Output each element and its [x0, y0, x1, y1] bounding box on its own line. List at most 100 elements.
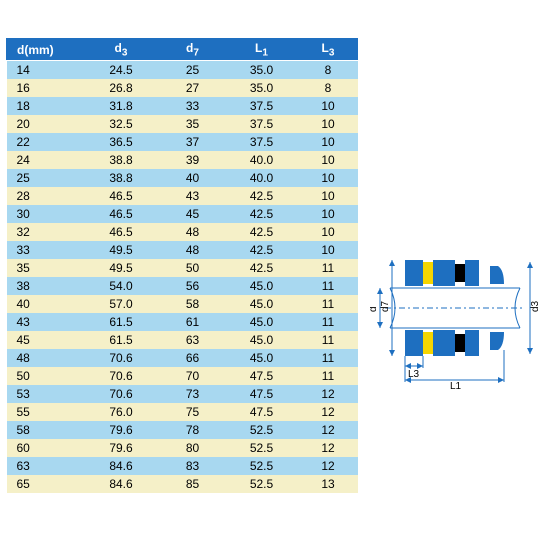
table-row: 2236.53737.510 [7, 133, 358, 151]
table-cell: 38.8 [82, 151, 161, 169]
table-cell: 66 [161, 349, 225, 367]
table-cell: 11 [299, 295, 358, 313]
table-cell: 12 [299, 385, 358, 403]
table-cell: 57.0 [82, 295, 161, 313]
table-cell: 47.5 [225, 367, 299, 385]
table-cell: 65 [7, 475, 82, 493]
table-row: 5070.67047.511 [7, 367, 358, 385]
table-cell: 46.5 [82, 187, 161, 205]
table-cell: 20 [7, 115, 82, 133]
table-cell: 70 [161, 367, 225, 385]
table-cell: 63 [161, 331, 225, 349]
table-row: 5576.07547.512 [7, 403, 358, 421]
table-cell: 42.5 [225, 205, 299, 223]
table-cell: 45 [161, 205, 225, 223]
table-row: 5370.67347.512 [7, 385, 358, 403]
table-cell: 16 [7, 79, 82, 97]
dim-d-label: d [370, 306, 379, 312]
table-cell: 42.5 [225, 259, 299, 277]
table-cell: 10 [299, 187, 358, 205]
table-cell: 56 [161, 277, 225, 295]
table-cell: 42.5 [225, 187, 299, 205]
table-cell: 12 [299, 457, 358, 475]
table-cell: 45.0 [225, 313, 299, 331]
table-cell: 58 [7, 421, 82, 439]
table-cell: 30 [7, 205, 82, 223]
dimension-table: d(mm)d3d7L1L3 1424.52535.081626.82735.08… [6, 38, 358, 493]
table-cell: 73 [161, 385, 225, 403]
table-row: 6584.68552.513 [7, 475, 358, 493]
table-cell: 11 [299, 367, 358, 385]
table-cell: 60 [7, 439, 82, 457]
table-cell: 42.5 [225, 223, 299, 241]
table-cell: 78 [161, 421, 225, 439]
table-cell: 47.5 [225, 385, 299, 403]
table-cell: 40 [161, 169, 225, 187]
table-cell: 48 [161, 241, 225, 259]
table-cell: 33 [161, 97, 225, 115]
table-cell: 33 [7, 241, 82, 259]
table-cell: 45.0 [225, 349, 299, 367]
table-cell: 10 [299, 169, 358, 187]
dim-d7-label: d7 [380, 300, 391, 312]
table-cell: 76.0 [82, 403, 161, 421]
table-cell: 12 [299, 421, 358, 439]
table-cell: 52.5 [225, 475, 299, 493]
table-cell: 35.0 [225, 61, 299, 80]
table-cell: 26.8 [82, 79, 161, 97]
table-cell: 11 [299, 313, 358, 331]
table-row: 3549.55042.511 [7, 259, 358, 277]
table-cell: 25 [7, 169, 82, 187]
table-cell: 13 [299, 475, 358, 493]
table-cell: 45.0 [225, 331, 299, 349]
dim-d3-label: d3 [530, 300, 541, 312]
table-row: 1626.82735.08 [7, 79, 358, 97]
table-row: 4870.66645.011 [7, 349, 358, 367]
table-cell: 55 [7, 403, 82, 421]
table-cell: 70.6 [82, 385, 161, 403]
table-row: 6384.68352.512 [7, 457, 358, 475]
table-row: 4361.56145.011 [7, 313, 358, 331]
table-cell: 83 [161, 457, 225, 475]
table-row: 4561.56345.011 [7, 331, 358, 349]
table-cell: 54.0 [82, 277, 161, 295]
table-cell: 32 [7, 223, 82, 241]
col-header: L3 [299, 39, 358, 61]
table-row: 1831.83337.510 [7, 97, 358, 115]
table-cell: 10 [299, 97, 358, 115]
table-cell: 37 [161, 133, 225, 151]
table-cell: 46.5 [82, 223, 161, 241]
table-cell: 18 [7, 97, 82, 115]
table-cell: 43 [161, 187, 225, 205]
table-cell: 22 [7, 133, 82, 151]
table-row: 6079.68052.512 [7, 439, 358, 457]
table-cell: 10 [299, 115, 358, 133]
table-cell: 11 [299, 259, 358, 277]
table-cell: 49.5 [82, 259, 161, 277]
table-cell: 25 [161, 61, 225, 80]
table-row: 1424.52535.08 [7, 61, 358, 80]
table-cell: 39 [161, 151, 225, 169]
table-row: 3046.54542.510 [7, 205, 358, 223]
table-cell: 70.6 [82, 349, 161, 367]
table-cell: 58 [161, 295, 225, 313]
table-cell: 45.0 [225, 277, 299, 295]
table-row: 4057.05845.011 [7, 295, 358, 313]
col-header: L1 [225, 39, 299, 61]
table-cell: 79.6 [82, 439, 161, 457]
table-cell: 61.5 [82, 331, 161, 349]
table-cell: 12 [299, 439, 358, 457]
table-cell: 24 [7, 151, 82, 169]
table-cell: 38 [7, 277, 82, 295]
table-row: 5879.67852.512 [7, 421, 358, 439]
table-cell: 10 [299, 223, 358, 241]
table-row: 3246.54842.510 [7, 223, 358, 241]
table-cell: 12 [299, 403, 358, 421]
table-cell: 79.6 [82, 421, 161, 439]
table-row: 2438.83940.010 [7, 151, 358, 169]
table-cell: 61.5 [82, 313, 161, 331]
table-cell: 36.5 [82, 133, 161, 151]
table-cell: 48 [161, 223, 225, 241]
table-cell: 24.5 [82, 61, 161, 80]
table-cell: 35 [161, 115, 225, 133]
